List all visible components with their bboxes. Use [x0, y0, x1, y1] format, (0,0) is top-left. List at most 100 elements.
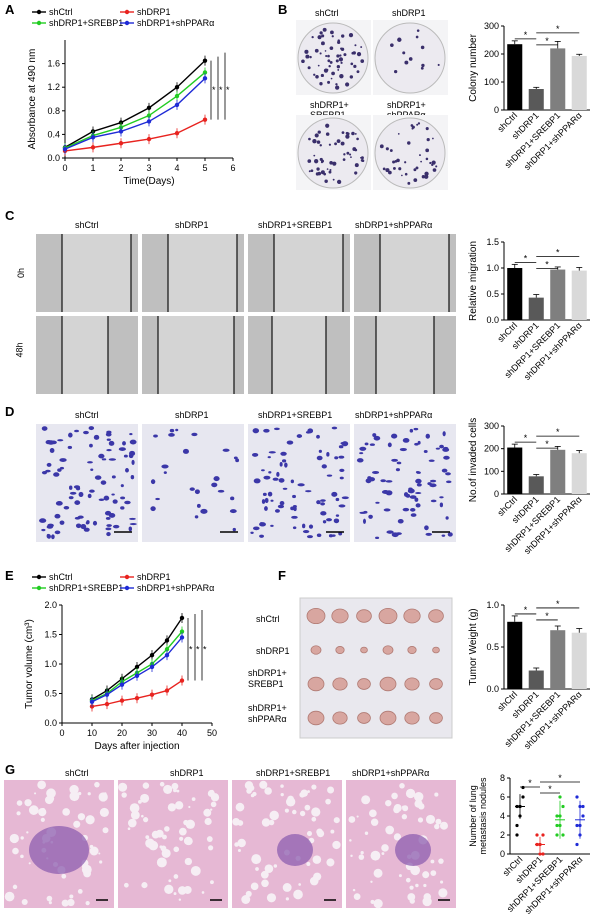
wound-gap: [168, 234, 237, 312]
data-point: [179, 615, 185, 621]
alveolus: [307, 790, 310, 793]
transwell-col-ppar: shDRP1+shPPARα: [355, 410, 433, 420]
invaded-cell: [57, 439, 64, 442]
alveolus: [173, 846, 180, 853]
bar-2: [550, 48, 566, 110]
colony: [397, 133, 400, 135]
invaded-cell: [46, 525, 53, 529]
colony: [350, 62, 354, 66]
invaded-cell: [407, 488, 415, 494]
y-axis-label: Absorbance at 490 nm: [27, 49, 38, 150]
invaded-cell: [41, 528, 46, 532]
invaded-cell: [87, 461, 93, 464]
colony: [356, 70, 360, 74]
y-tick-label: 0.0: [47, 153, 60, 163]
wound-gap: [272, 316, 326, 394]
sig-star: *: [545, 611, 549, 621]
y-tick-label: 1.5: [44, 630, 57, 640]
invaded-cell: [368, 514, 373, 519]
invaded-cell: [68, 496, 74, 500]
invaded-cell: [359, 452, 364, 455]
invaded-cell: [46, 533, 50, 539]
invaded-cell: [362, 518, 366, 524]
invaded-cell: [316, 455, 323, 461]
alveolus: [250, 882, 259, 891]
alveolus: [280, 784, 284, 788]
sig-star: *: [524, 30, 528, 40]
alveolus: [61, 873, 67, 879]
colony: [324, 179, 328, 184]
alveolus: [349, 839, 352, 842]
colony: [385, 168, 390, 173]
bar-1: [528, 89, 544, 110]
x-tick-label: 50: [207, 728, 217, 738]
transwell-image: [248, 424, 350, 542]
alveolus: [37, 780, 47, 790]
invaded-cell: [415, 471, 420, 474]
alveolus: [159, 781, 165, 787]
alveolus: [177, 886, 187, 895]
bar-0: [507, 621, 523, 689]
alveolus: [142, 782, 150, 789]
invaded-cell: [46, 462, 52, 467]
invaded-cell: [381, 490, 390, 494]
legend-label: shDRP1: [137, 572, 171, 582]
colony: [416, 29, 420, 32]
histology-col-ppar: shDRP1+shPPARα: [352, 768, 430, 778]
invaded-cell: [328, 534, 333, 538]
invaded-cell: [341, 496, 349, 500]
invaded-cell: [194, 515, 199, 519]
tumor-row-ppar-1: shDRP1+: [248, 703, 287, 713]
colony: [356, 137, 359, 141]
alveolus: [327, 786, 335, 794]
alveolus: [185, 819, 195, 829]
tumor: [407, 646, 417, 654]
colony: [328, 65, 331, 68]
alveolus: [173, 874, 179, 879]
invaded-cell: [129, 523, 137, 526]
wound-col-ppar: shDRP1+shPPARα: [355, 220, 433, 230]
y-axis-label: metastasis nodules: [478, 777, 488, 855]
tumor: [357, 712, 371, 724]
alveolus: [264, 787, 272, 795]
y-tick-label: 1.5: [486, 237, 499, 247]
scatter-point: [541, 833, 545, 837]
scatter-point: [555, 833, 559, 837]
alveolus: [269, 810, 279, 821]
colony: [315, 75, 319, 79]
colony: [431, 163, 434, 167]
colony: [327, 59, 331, 63]
y-axis-label: Number of lung: [468, 785, 478, 847]
invaded-cell: [111, 475, 116, 479]
colony: [340, 47, 345, 52]
alveolus: [391, 792, 398, 800]
series-line-2: [64, 71, 206, 149]
invaded-cell: [399, 447, 407, 452]
alveolus: [434, 823, 440, 830]
invaded-cell: [264, 497, 269, 504]
colony: [382, 167, 386, 171]
tumor: [357, 678, 371, 690]
panel-letter-e: E: [5, 568, 14, 583]
alveolus: [12, 884, 18, 890]
colony: [337, 68, 340, 71]
colony: [343, 53, 347, 57]
invaded-cell: [101, 458, 107, 461]
scatter-point: [521, 785, 525, 790]
invaded-cell: [326, 452, 330, 457]
alveolus: [48, 901, 52, 905]
invaded-cell: [263, 428, 270, 433]
alveolus: [21, 899, 28, 906]
alveolus: [234, 842, 239, 847]
invaded-cell: [153, 434, 158, 438]
invaded-cell: [430, 499, 437, 503]
invaded-cell: [74, 429, 79, 433]
invaded-cell: [112, 524, 120, 529]
colony: [329, 160, 333, 165]
wound-gap: [376, 316, 434, 394]
invaded-cell: [124, 500, 131, 505]
sig-star: *: [556, 427, 560, 437]
colony: [313, 73, 316, 76]
